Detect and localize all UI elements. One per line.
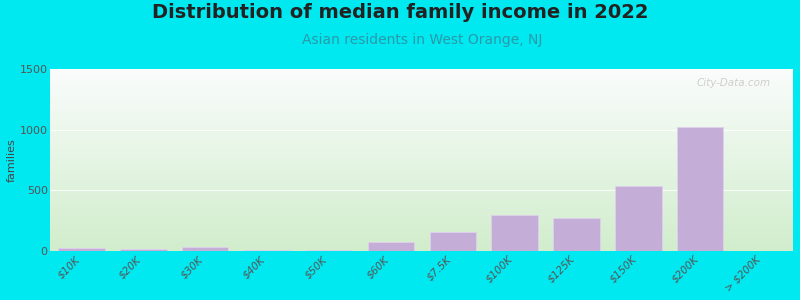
Text: City-Data.com: City-Data.com (697, 78, 770, 88)
Bar (120, 249, 166, 251)
Bar (244, 250, 290, 251)
Text: Distribution of median family income in 2022: Distribution of median family income in … (152, 3, 648, 22)
Bar (677, 127, 723, 251)
Bar (182, 247, 229, 251)
Bar (615, 186, 662, 251)
Bar (491, 215, 538, 251)
Bar (430, 232, 476, 251)
Bar (368, 242, 414, 251)
Y-axis label: families: families (7, 138, 17, 182)
Bar (306, 250, 352, 251)
Bar (554, 218, 600, 251)
Bar (58, 248, 105, 251)
Title: Asian residents in West Orange, NJ: Asian residents in West Orange, NJ (302, 33, 542, 47)
